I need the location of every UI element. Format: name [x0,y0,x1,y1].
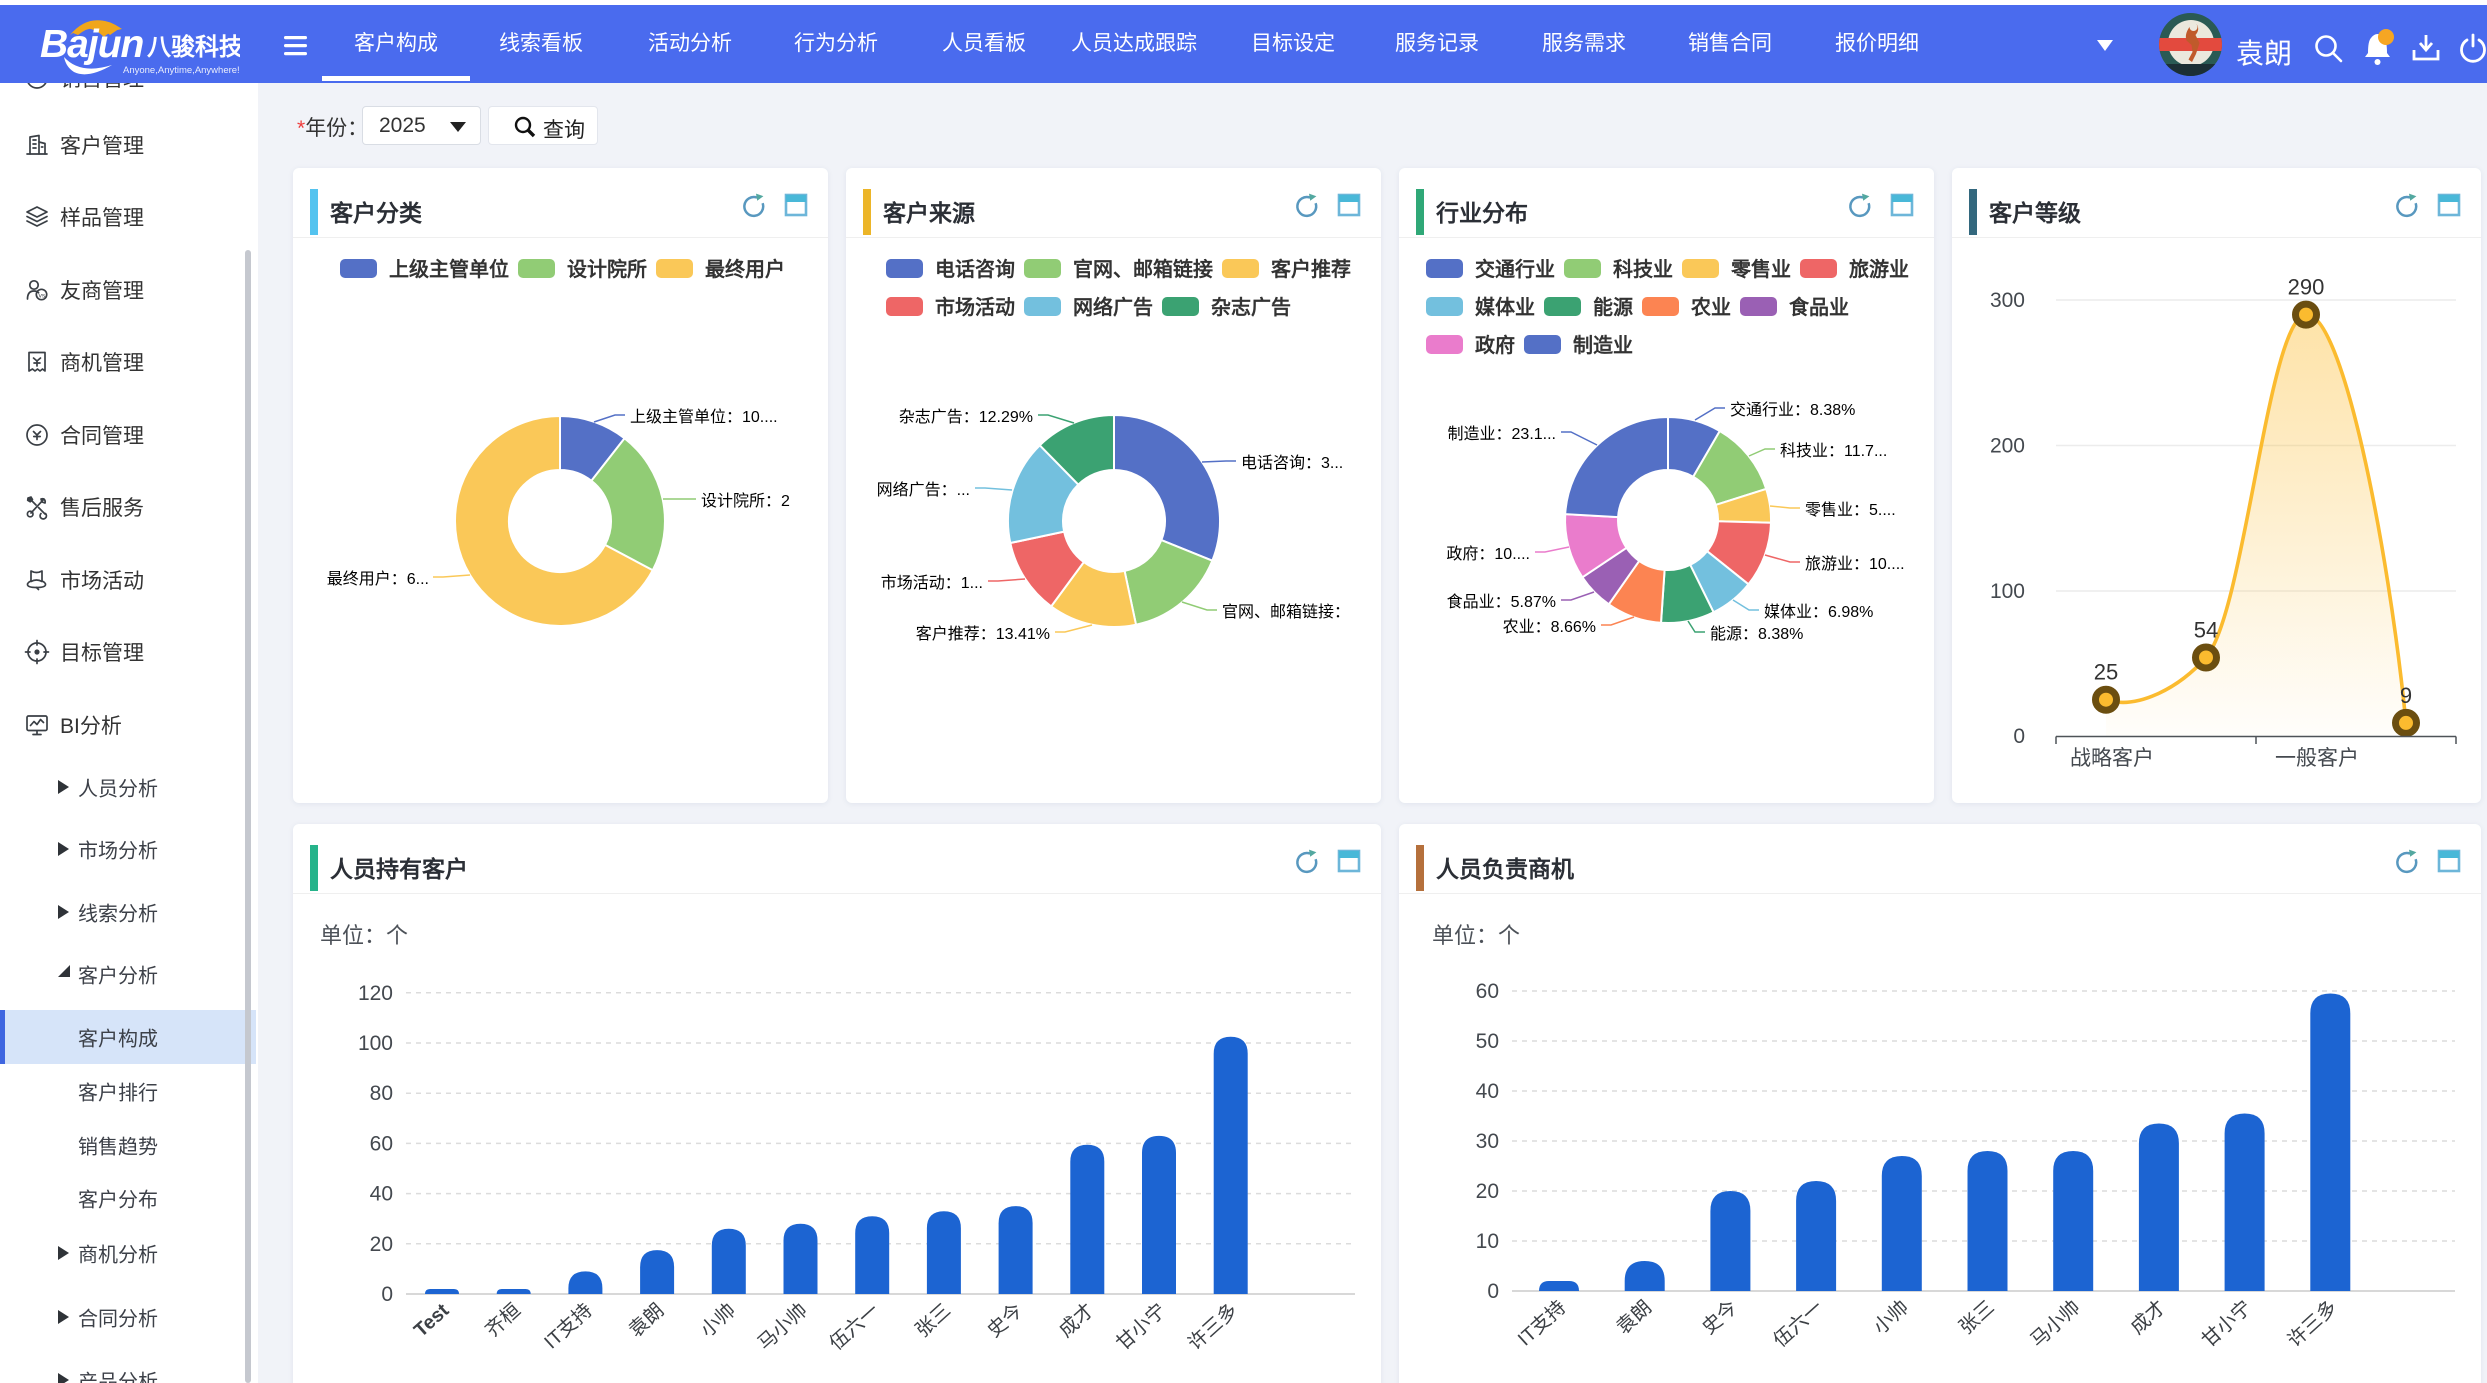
svg-text:Bajun: Bajun [40,23,144,66]
svg-text:伍六一: 伍六一 [825,1299,883,1355]
svg-text:100: 100 [358,1032,393,1055]
svg-text:成才: 成才 [1055,1299,1099,1341]
svg-text:甘小宁: 甘小宁 [2198,1296,2256,1352]
svg-text:最终用户: 最终用户 [705,257,785,281]
svg-text:旅游业: 旅游业 [1849,257,1909,281]
svg-text:一般客户: 一般客户 [2275,747,2359,770]
svg-text:史今: 史今 [1698,1296,1742,1338]
svg-text:9: 9 [2400,683,2412,708]
svg-text:交通行业: 交通行业 [1475,257,1555,281]
svg-text:农业：8.66%: 农业：8.66% [1503,618,1596,636]
svg-text:单位：个: 单位：个 [1432,923,1520,948]
svg-text:网络广告: 网络广告 [1073,295,1153,319]
svg-text:马小帅: 马小帅 [2026,1296,2084,1352]
svg-text:60: 60 [370,1132,393,1155]
svg-text:市场活动: 市场活动 [935,295,1015,319]
svg-text:网络广告：...: 网络广告：... [877,480,970,499]
svg-text:交通行业：8.38%: 交通行业：8.38% [1730,401,1855,419]
svg-text:20: 20 [370,1233,393,1256]
svg-text:媒体业: 媒体业 [1475,295,1535,319]
svg-text:杂志广告：12.29%: 杂志广告：12.29% [899,408,1033,426]
svg-text:客户推荐：13.41%: 客户推荐：13.41% [916,625,1050,643]
svg-text:小帅: 小帅 [1869,1296,1913,1338]
svg-text:vs: vs [39,293,46,300]
svg-text:0: 0 [381,1283,393,1306]
svg-text:科技业: 科技业 [1613,257,1673,281]
svg-text:科技业：11.7...: 科技业：11.7... [1780,442,1887,460]
svg-text:官网、邮箱链接: 官网、邮箱链接 [1073,257,1213,281]
svg-text:客户推荐: 客户推荐 [1270,257,1351,281]
svg-text:40: 40 [1476,1080,1499,1103]
svg-text:媒体业：6.98%: 媒体业：6.98% [1764,603,1873,621]
svg-text:成才: 成才 [2127,1296,2171,1338]
svg-text:市场活动：1...: 市场活动：1... [881,574,983,592]
svg-text:许三多: 许三多 [1184,1299,1242,1355]
svg-text:许三多: 许三多 [2283,1296,2341,1352]
svg-text:齐桓: 齐桓 [481,1299,525,1341]
svg-text:政府: 政府 [1475,333,1515,357]
svg-text:Test: Test [410,1299,454,1342]
svg-text:袁朗: 袁朗 [625,1299,669,1341]
svg-text:零售业：5....: 零售业：5.... [1805,501,1896,519]
svg-text:30: 30 [1476,1130,1499,1153]
svg-text:60: 60 [1476,980,1499,1003]
svg-text:制造业：23.1...: 制造业：23.1... [1448,425,1556,443]
svg-text:官网、邮箱链接：: 官网、邮箱链接： [1222,603,1350,621]
svg-text:Anyone,Anytime,Anywhere!: Anyone,Anytime,Anywhere! [123,65,240,76]
svg-text:农业: 农业 [1690,295,1731,319]
svg-text:设计院所：2: 设计院所：2 [701,492,790,510]
svg-text:袁朗: 袁朗 [1612,1296,1656,1338]
svg-text:100: 100 [1990,580,2025,603]
svg-text:单位：个: 单位：个 [320,923,408,948]
svg-text:40: 40 [370,1183,393,1206]
svg-text:制造业: 制造业 [1573,333,1633,357]
svg-text:设计院所: 设计院所 [567,257,647,281]
svg-text:54: 54 [2194,618,2218,643]
svg-text:张三: 张三 [912,1299,956,1341]
svg-text:甘小宁: 甘小宁 [1112,1299,1170,1355]
svg-text:食品业: 食品业 [1789,295,1849,319]
svg-text:小帅: 小帅 [696,1299,740,1341]
svg-text:能源：8.38%: 能源：8.38% [1710,625,1803,643]
svg-text:杂志广告: 杂志广告 [1211,295,1291,319]
svg-text:80: 80 [370,1082,393,1105]
svg-text:能源: 能源 [1593,295,1633,319]
svg-text:马小帅: 马小帅 [754,1299,812,1355]
svg-text:0: 0 [1487,1280,1499,1303]
svg-text:零售业: 零售业 [1730,257,1791,281]
svg-text:上级主管单位：10....: 上级主管单位：10.... [630,408,778,426]
svg-text:300: 300 [1990,289,2025,312]
svg-text:战略客户: 战略客户 [2070,747,2154,770]
svg-text:10: 10 [1476,1230,1499,1253]
svg-text:IT支持: IT支持 [540,1299,597,1353]
svg-text:史今: 史今 [983,1299,1027,1341]
svg-text:伍六一: 伍六一 [1769,1296,1827,1352]
svg-text:八骏科技: 八骏科技 [147,33,240,61]
svg-text:电话咨询: 电话咨询 [935,257,1015,281]
svg-text:张三: 张三 [1955,1296,1999,1338]
svg-text:最终用户：6...: 最终用户：6... [327,570,429,588]
svg-text:50: 50 [1476,1030,1499,1053]
svg-text:25: 25 [2094,660,2118,685]
svg-text:IT支持: IT支持 [1514,1296,1571,1350]
svg-text:290: 290 [2288,275,2325,300]
svg-text:食品业：5.87%: 食品业：5.87% [1447,593,1556,611]
svg-text:200: 200 [1990,435,2025,458]
svg-text:旅游业：10....: 旅游业：10.... [1805,555,1905,573]
svg-text:0: 0 [2013,725,2025,748]
svg-text:120: 120 [358,982,393,1005]
svg-text:20: 20 [1476,1180,1499,1203]
svg-text:政府：10....: 政府：10.... [1446,545,1530,563]
svg-text:上级主管单位: 上级主管单位 [389,257,509,281]
svg-text:电话咨询：3...: 电话咨询：3... [1241,454,1343,472]
